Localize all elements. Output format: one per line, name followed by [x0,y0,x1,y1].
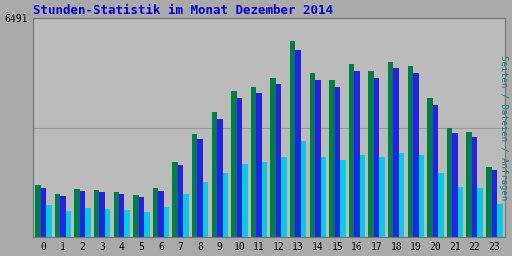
Bar [276,84,281,237]
Bar [178,165,183,237]
Bar [164,207,169,237]
Bar [35,185,40,237]
Bar [438,173,444,237]
Bar [379,157,385,237]
Bar [388,62,394,237]
Bar [40,188,46,237]
Bar [486,167,492,237]
Bar [290,41,295,237]
Bar [139,197,144,237]
Bar [99,192,105,237]
Bar [242,164,248,237]
Bar [192,134,198,237]
Bar [74,189,80,237]
Bar [413,73,419,237]
Y-axis label: Seiten / Dateien / Anfragen: Seiten / Dateien / Anfragen [499,55,508,200]
Bar [497,204,502,237]
Bar [335,87,340,237]
Bar [340,159,346,237]
Bar [231,91,237,237]
Bar [223,173,228,237]
Bar [144,212,150,237]
Bar [46,205,52,237]
Bar [394,68,399,237]
Bar [301,141,307,237]
Bar [119,194,124,237]
Bar [369,71,374,237]
Bar [433,105,438,237]
Bar [349,64,354,237]
Bar [472,137,477,237]
Bar [55,194,60,237]
Bar [173,162,178,237]
Bar [419,155,424,237]
Bar [315,80,321,237]
Bar [321,157,326,237]
Bar [183,194,189,237]
Bar [374,78,379,237]
Bar [295,50,301,237]
Bar [80,191,86,237]
Bar [329,80,335,237]
Bar [492,170,497,237]
Bar [198,139,203,237]
Bar [466,132,472,237]
Bar [270,78,276,237]
Bar [124,210,130,237]
Bar [211,112,217,237]
Bar [60,196,66,237]
Bar [310,73,315,237]
Bar [66,211,71,237]
Bar [399,153,404,237]
Bar [158,190,164,237]
Bar [94,190,99,237]
Bar [354,71,360,237]
Bar [262,162,267,237]
Bar [217,119,223,237]
Bar [427,98,433,237]
Bar [203,182,208,237]
Bar [447,128,452,237]
Bar [153,188,158,237]
Bar [133,195,139,237]
Bar [256,93,262,237]
Text: Stunden-Statistik im Monat Dezember 2014: Stunden-Statistik im Monat Dezember 2014 [33,4,332,17]
Bar [86,208,91,237]
Bar [105,209,111,237]
Bar [458,187,463,237]
Bar [281,157,287,237]
Bar [237,98,242,237]
Bar [360,155,365,237]
Bar [408,66,413,237]
Bar [114,192,119,237]
Bar [477,188,483,237]
Bar [251,87,256,237]
Bar [452,133,458,237]
